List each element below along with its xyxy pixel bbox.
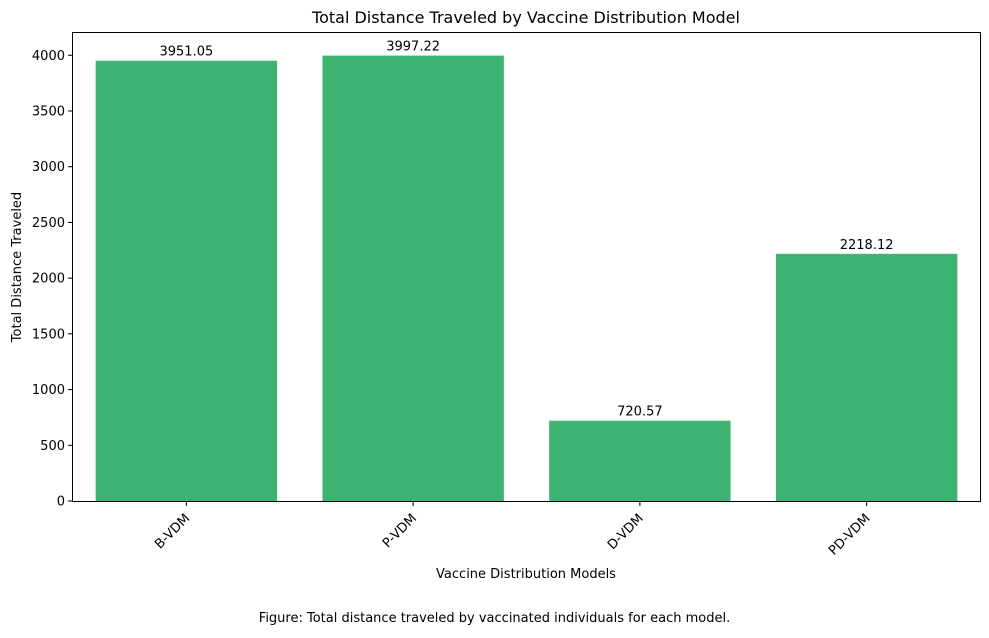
y-tick-label: 4000 (32, 49, 65, 64)
y-tick-label: 2500 (32, 216, 65, 231)
bar-value-label: 3997.22 (386, 40, 440, 55)
bar-chart: Total Distance Traveled by Vaccine Distr… (0, 0, 989, 600)
bars-layer (96, 56, 958, 501)
figure-caption: Figure: Total distance traveled by vacci… (0, 611, 989, 626)
x-axis-label: Vaccine Distribution Models (436, 567, 616, 582)
bar-b-vdm (96, 61, 277, 501)
bar-value-label: 2218.12 (840, 238, 894, 253)
chart-title: Total Distance Traveled by Vaccine Distr… (311, 8, 740, 27)
bar-pd-vdm (776, 254, 957, 501)
y-tick-label: 3500 (32, 105, 65, 120)
y-tick-label: 3000 (32, 160, 65, 175)
y-tick-label: 500 (40, 439, 65, 454)
bar-value-label: 3951.05 (159, 45, 213, 60)
y-tick-label: 0 (57, 495, 65, 510)
x-tick-label: P-VDM (380, 511, 420, 551)
y-tick-label: 1000 (32, 383, 65, 398)
bar-d-vdm (549, 421, 730, 501)
x-tick-label: D-VDM (605, 511, 647, 553)
bar-value-label: 720.57 (617, 405, 663, 420)
bar-p-vdm (322, 56, 503, 501)
y-axis-label: Total Distance Traveled (10, 192, 25, 343)
y-tick-label: 1500 (32, 327, 65, 342)
y-axis: 0 500 1000 1500 2000 2500 3000 3500 4000 (32, 49, 73, 510)
x-axis: B-VDM P-VDM D-VDM PD-VDM (152, 501, 873, 559)
x-tick-label: B-VDM (152, 511, 193, 552)
x-tick-label: PD-VDM (826, 511, 873, 558)
y-tick-label: 2000 (32, 272, 65, 287)
